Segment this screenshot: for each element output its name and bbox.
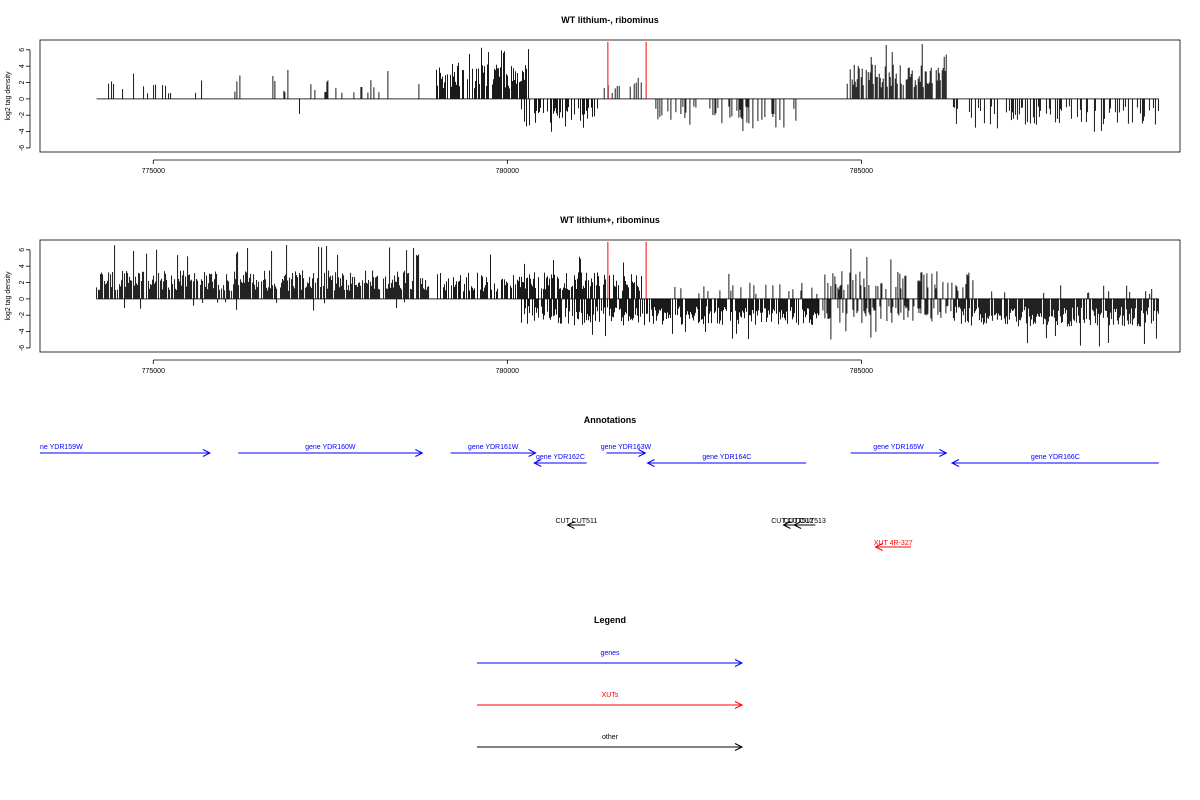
gene-arrow-arrowhead: [528, 449, 537, 457]
legend-arrow-arrowhead: [734, 701, 744, 709]
gene-label: gene YDR161W: [468, 444, 519, 451]
gene-feature: gene YDR165W: [850, 444, 948, 457]
plot-frame: [39, 239, 1181, 353]
xut-arrow-arrowhead: [874, 543, 883, 551]
gene-feature: gene YDR164C: [646, 454, 807, 467]
x-axis: 775000 780000 785000: [142, 159, 873, 175]
gene-arrow-arrowhead: [646, 459, 655, 467]
x-tick-label: 780000: [496, 168, 519, 175]
other-label: CUT CUT511: [555, 518, 597, 525]
legend-entries: genes XUTs other: [477, 650, 744, 751]
other-arrow-arrowhead: [566, 521, 575, 529]
y-tick-label: 2: [19, 80, 26, 84]
y-axis-label: log2 tag density: [5, 271, 12, 321]
y-tick-label: -4: [19, 128, 26, 134]
y-axis-label: log2 tag density: [5, 71, 12, 121]
y-tick-label: 0: [19, 297, 26, 301]
annotations-panel: Annotations ne YDR159W gene YDR160W gene Y…: [40, 415, 1159, 551]
legend-entry-xut: XUTs: [477, 692, 744, 709]
y-tick-label: 6: [19, 248, 26, 252]
y-tick-label: -2: [19, 312, 26, 318]
legend-entry-other: other: [477, 734, 744, 751]
gene-feature: gene YDR160W: [238, 444, 424, 457]
gene-arrow-arrowhead: [638, 449, 647, 457]
x-axis: 775000 780000 785000: [142, 359, 873, 375]
legend: Legend genes XUTs other: [477, 615, 744, 751]
gene-feature: gene YDR162C: [533, 454, 587, 467]
y-tick-label: 4: [19, 264, 26, 268]
y-tick-label: 0: [19, 97, 26, 101]
y-tick-label: 6: [19, 48, 26, 52]
legend-title: Legend: [594, 615, 626, 625]
plot-frame: [39, 39, 1181, 153]
legend-label: other: [602, 734, 619, 741]
bars: [96, 42, 1159, 132]
legend-entry-gene: genes: [477, 650, 744, 667]
y-axis: -6 -4 -2 0 2 4 6: [19, 248, 31, 351]
annotations-title: Annotations: [584, 415, 637, 425]
gene-arrow-arrowhead: [415, 449, 424, 457]
legend-arrow-arrowhead: [734, 659, 744, 667]
other-feature: CUT CUT513: [784, 518, 826, 529]
other-feature: CUT CUT511: [555, 518, 597, 529]
y-tick-label: -4: [19, 328, 26, 334]
y-tick-label: 4: [19, 64, 26, 68]
gene-label: gene YDR163W: [601, 444, 652, 451]
bars: [96, 242, 1159, 347]
y-tick-label: -6: [19, 345, 26, 351]
y-tick-label: -2: [19, 112, 26, 118]
panel-title: WT lithium-, ribominus: [561, 15, 659, 25]
x-tick-label: 785000: [850, 368, 873, 375]
legend-label: genes: [600, 650, 620, 657]
x-tick-label: 780000: [496, 368, 519, 375]
y-axis: -6 -4 -2 0 2 4 6: [19, 48, 31, 151]
other-label: CUT CUT513: [784, 518, 826, 525]
gene-arrow-arrowhead: [202, 449, 212, 457]
xut-label: XUT 4R-327: [874, 540, 913, 547]
x-tick-label: 775000: [142, 368, 165, 375]
other-arrow-arrowhead: [782, 521, 791, 529]
y-tick-label: -6: [19, 145, 26, 151]
legend-label: XUTs: [602, 692, 619, 699]
xut-feature: XUT 4R-327: [874, 540, 913, 551]
signal-panel-lithium-minus: WT lithium-, ribominus log2 tag density …: [5, 15, 1181, 175]
gene-label: gene YDR166C: [1031, 454, 1080, 461]
gene-label: gene YDR162C: [536, 454, 585, 461]
y-tick-label: 2: [19, 280, 26, 284]
other-arrow-arrowhead: [792, 521, 802, 529]
gene-label: gene YDR164C: [702, 454, 751, 461]
panel-title: WT lithium+, ribominus: [560, 215, 660, 225]
gene-feature: gene YDR161W: [450, 444, 537, 457]
gene-feature: ne YDR159W: [40, 444, 212, 457]
gene-arrow-arrowhead: [533, 459, 542, 467]
gene-label: gene YDR165W: [873, 444, 924, 451]
other-label: CUT CUT512: [771, 518, 813, 525]
gene-arrow-arrowhead: [939, 449, 948, 457]
gene-arrow-arrowhead: [950, 459, 960, 467]
gene-label: gene YDR160W: [305, 444, 356, 451]
annotation-features: ne YDR159W gene YDR160W gene YDR161W gene Y…: [40, 444, 1159, 551]
x-tick-label: 775000: [142, 168, 165, 175]
gene-feature: gene YDR166C: [950, 454, 1159, 467]
gene-label: ne YDR159W: [40, 444, 83, 451]
legend-arrow-arrowhead: [734, 743, 744, 751]
x-tick-label: 785000: [850, 168, 873, 175]
signal-panel-lithium-plus: WT lithium+, ribominus log2 tag density …: [5, 215, 1181, 375]
gene-feature: gene YDR163W: [601, 444, 652, 457]
